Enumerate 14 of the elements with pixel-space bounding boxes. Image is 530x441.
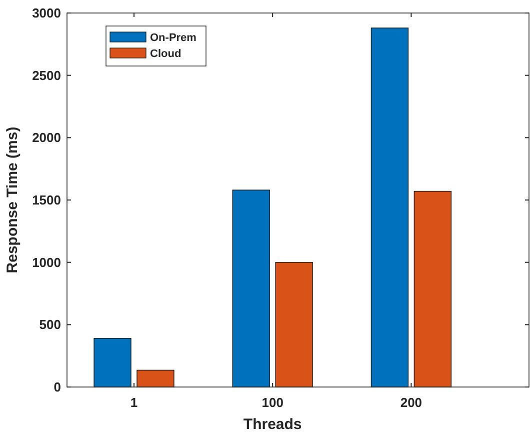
x-tick-label: 1 <box>130 395 138 410</box>
y-tick-label: 3000 <box>32 6 61 21</box>
y-tick-label: 2000 <box>32 130 61 146</box>
x-tick-label: 200 <box>400 395 422 410</box>
y-axis-title: Response Time (ms) <box>4 126 21 274</box>
y-tick-label: 1000 <box>32 254 61 270</box>
y-tick-label: 500 <box>39 317 61 332</box>
y-tick-label: 0 <box>54 380 61 395</box>
x-axis-title: Threads <box>243 416 302 433</box>
legend-label: Cloud <box>150 48 182 60</box>
legend-label: On-Prem <box>150 32 197 44</box>
y-tick-label: 2500 <box>32 68 61 83</box>
x-tick-label: 100 <box>262 395 284 410</box>
y-tick-label: 1500 <box>32 192 61 208</box>
